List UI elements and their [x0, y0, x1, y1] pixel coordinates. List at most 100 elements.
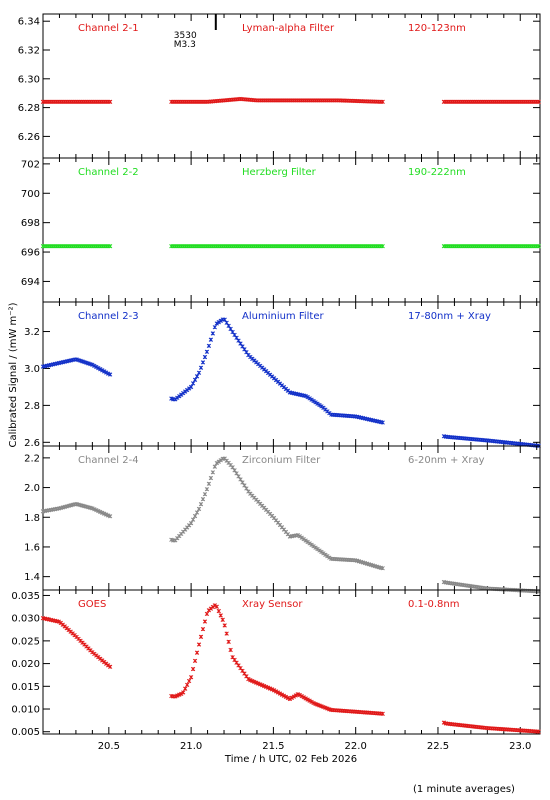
y-tick-label: 6.26 — [18, 132, 40, 143]
data-point — [301, 695, 306, 700]
data-point — [232, 332, 237, 338]
y-tick-label: 1.8 — [24, 513, 40, 524]
panel-frame — [42, 157, 541, 303]
panel-filter-label: Xray Sensor — [242, 599, 303, 610]
data-point — [185, 682, 190, 688]
y-tick-label: 0.010 — [11, 705, 40, 716]
averaging-footnote: (1 minute averages) — [413, 784, 515, 795]
data-point — [190, 666, 196, 672]
data-point — [210, 331, 215, 336]
data-point — [536, 99, 541, 104]
data-point — [181, 690, 186, 695]
data-point — [238, 477, 243, 482]
data-point — [188, 675, 194, 680]
y-tick-label: 2.2 — [24, 453, 40, 464]
data-point — [380, 244, 385, 249]
data-point — [183, 686, 188, 691]
data-point — [236, 474, 241, 479]
data-point — [380, 420, 385, 425]
data-point — [200, 360, 206, 365]
data-point — [200, 627, 206, 632]
data-point — [244, 350, 249, 355]
data-point — [204, 611, 210, 617]
data-point — [192, 513, 198, 519]
x-tick-label: 21.0 — [180, 741, 202, 752]
data-point — [198, 502, 204, 507]
data-point — [188, 384, 194, 390]
panel-channel-label: Channel 2-2 — [78, 167, 139, 178]
panel-band-label: 120-123nm — [408, 23, 466, 34]
y-tick-label: 2.0 — [24, 483, 40, 494]
data-point — [208, 337, 214, 342]
data-point — [194, 650, 200, 655]
panel-3: 2.6 2.8 3.0 3.2 Channel 2-3 Aluminium Filter 1… — [24, 301, 541, 449]
panel-1: 6.26 6.28 6.30 6.32 6.34 Channel 2-1 Lyman-alp… — [18, 13, 541, 159]
data-point — [190, 517, 196, 522]
y-tick-label: 6.30 — [18, 74, 40, 85]
panel-channel-label: GOES — [78, 599, 106, 610]
data-point — [107, 664, 113, 669]
data-point — [380, 566, 385, 571]
data-point — [230, 465, 235, 470]
data-point — [204, 349, 210, 354]
data-point — [305, 697, 310, 702]
data-point — [536, 244, 541, 249]
panel-frame — [42, 589, 541, 735]
data-point — [212, 325, 217, 330]
data-point — [380, 99, 385, 104]
panel-frame — [42, 301, 541, 447]
data-point — [196, 642, 202, 647]
data-point — [202, 492, 208, 497]
data-point — [228, 326, 233, 332]
y-tick-label: 3.2 — [24, 327, 40, 338]
y-tick-label: 6.32 — [18, 46, 40, 57]
y-tick-label: 6.28 — [18, 103, 40, 114]
data-point — [107, 99, 113, 104]
panel-filter-label: Zirconium Filter — [242, 455, 321, 466]
y-tick-label: 2.6 — [24, 438, 40, 449]
data-point — [218, 613, 223, 618]
panel-channel-label: Channel 2-4 — [78, 455, 139, 466]
data-point — [236, 338, 241, 343]
y-tick-label: 700 — [21, 189, 40, 200]
data-point — [210, 470, 215, 475]
data-point — [244, 486, 249, 491]
data-point — [291, 694, 296, 699]
y-tick-label: 696 — [21, 248, 40, 259]
y-tick-label: 0.015 — [11, 682, 40, 693]
data-point — [226, 639, 231, 644]
y-axis-label: Calibrated Signal / (mW m⁻²) — [8, 302, 19, 447]
data-point — [208, 475, 214, 481]
panels-group: 6.26 6.28 6.30 6.32 6.34 Channel 2-1 Lyman-alp… — [11, 13, 541, 752]
y-tick-label: 0.025 — [11, 636, 40, 647]
panel-5: 0.005 0.010 0.015 0.020 0.025 0.030 0.035 GOES X… — [11, 589, 541, 738]
data-point — [230, 329, 235, 335]
data-point — [196, 370, 202, 375]
panel-frame — [42, 445, 541, 591]
y-tick-label: 702 — [21, 159, 40, 170]
panel-band-label: 190-222nm — [408, 167, 466, 178]
y-tick-label: 6.34 — [18, 17, 40, 28]
data-point — [198, 365, 204, 370]
y-tick-label: 0.030 — [11, 614, 40, 625]
x-tick-label: 23.0 — [509, 741, 531, 752]
panel-2: 694 696 698 700 702 Channel 2-2 Herzberg Filte… — [21, 157, 541, 303]
data-point — [212, 464, 217, 469]
data-point — [192, 377, 198, 382]
data-point — [107, 514, 113, 519]
data-point — [289, 695, 294, 700]
data-point — [309, 699, 314, 705]
y-tick-label: 0.005 — [11, 727, 40, 738]
data-point — [222, 317, 227, 322]
panel-filter-label: Lyman-alpha Filter — [242, 23, 335, 34]
x-tick-label: 22.0 — [345, 741, 367, 752]
x-axis-label: Time / h UTC, 02 Feb 2026 — [224, 754, 357, 765]
data-point — [380, 711, 385, 716]
panel-band-label: 0.1-0.8nm — [408, 599, 460, 610]
data-point — [202, 354, 208, 360]
data-point — [224, 631, 229, 636]
data-point — [327, 555, 332, 560]
data-point — [192, 658, 198, 664]
x-tick-label: 22.5 — [427, 741, 449, 752]
